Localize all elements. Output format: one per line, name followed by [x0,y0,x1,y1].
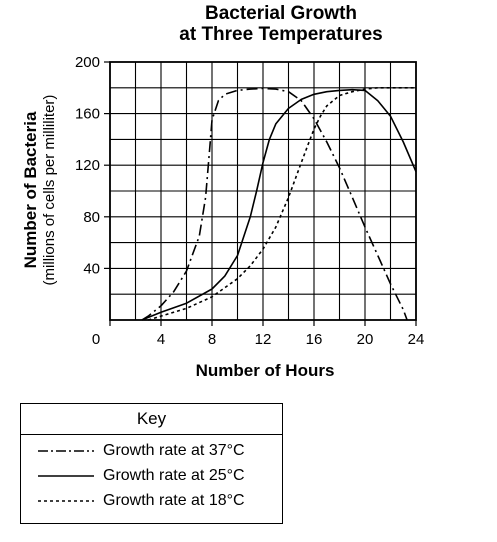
key-label-25c: Growth rate at 25°C [103,467,245,484]
x-tick-label-8: 8 [208,331,216,348]
key-title: Key [21,404,282,435]
solid-line-sample [38,475,94,477]
key-label-37c: Growth rate at 37°C [103,442,245,459]
x-tick-label-4: 4 [157,331,165,348]
x-tick-label-24: 24 [408,331,425,348]
series-line-dash-dot [141,87,408,321]
y-tick-labels: 40 80 120 160 200 [75,54,100,277]
series-line-solid [141,88,417,321]
y-tick-label-120: 120 [75,157,100,174]
x-axis-label: Number of Hours [196,361,335,380]
series-lines [141,87,417,321]
dash-dot-line-sample [38,450,94,452]
key-legend: Key Growth rate at 37°C Growth rate at 2… [20,403,283,524]
chart-title-line-1: Bacterial Growth [205,3,357,24]
x-tick-label-12: 12 [255,331,272,348]
key-entry-25c: Growth rate at 25°C [21,464,282,489]
x-tick-label-0: 0 [92,331,100,348]
series-line-dotted [148,87,416,321]
key-entry-37c: Growth rate at 37°C [21,439,282,464]
bacterial-growth-chart: Bacterial Growth at Three Temperatures 0… [21,3,425,380]
x-tick-label-20: 20 [357,331,374,348]
dotted-line-sample [38,500,94,502]
x-tick-label-16: 16 [306,331,323,348]
grid [109,61,417,321]
y-tick-label-40: 40 [83,260,100,277]
y-axis-sublabel: (millions of cells per milliliter) [41,95,58,286]
y-tick-label-160: 160 [75,106,100,123]
chart-title-line-2: at Three Temperatures [179,24,382,45]
key-entry-18c: Growth rate at 18°C [21,489,282,514]
y-axis-label: Number of Bacteria [21,111,40,268]
y-tick-label-80: 80 [83,209,100,226]
y-tick-label-200: 200 [75,54,100,71]
x-tick-labels: 0 4 8 12 16 20 24 [92,331,425,348]
key-label-18c: Growth rate at 18°C [103,492,245,509]
axes [104,61,417,326]
